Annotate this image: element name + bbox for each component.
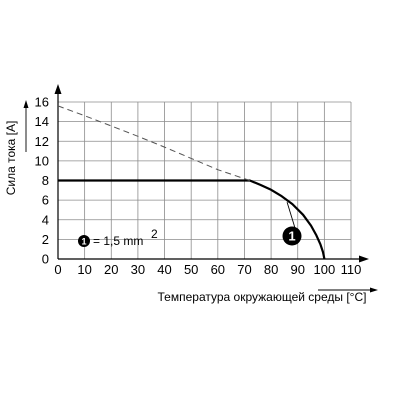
x-tick-label: 110 (341, 262, 362, 277)
x-tick-label: 0 (54, 262, 61, 277)
y-label-arrow-icon (23, 100, 29, 108)
x-tick-label: 10 (77, 262, 91, 277)
axes (23, 84, 378, 293)
y-tick-label: 16 (35, 95, 49, 110)
x-tick-label: 60 (211, 262, 225, 277)
x-axis-arrow-icon (359, 255, 369, 263)
x-tick-label: 70 (237, 262, 251, 277)
x-tick-label: 50 (184, 262, 198, 277)
y-tick-label: 4 (42, 212, 49, 227)
x-label-arrow-icon (370, 287, 378, 293)
x-axis-label: Температура окружающей среды [°C] (158, 290, 367, 304)
annotation: 1 (282, 201, 302, 246)
series-line-dashed (57, 105, 250, 181)
x-tick-label: 40 (157, 262, 171, 277)
y-tick-label: 10 (35, 153, 49, 168)
legend-marker-label: 1 (81, 237, 86, 247)
y-tick-label: 2 (42, 232, 49, 247)
x-tick-label: 30 (131, 262, 145, 277)
y-tick-label: 12 (35, 134, 49, 149)
x-tick-label: 90 (290, 262, 304, 277)
y-tick-label: 8 (42, 173, 49, 188)
y-axis-arrow-icon (54, 84, 62, 94)
y-axis-label: Сила тока [A] (4, 121, 18, 196)
legend: 1 = 1,5 mm 2 (78, 227, 158, 248)
legend-text: = 1,5 mm (93, 234, 143, 248)
y-tick-label: 0 (42, 252, 49, 267)
y-tick-label: 14 (35, 114, 49, 129)
x-tick-label: 20 (104, 262, 118, 277)
annotation-leader-line (286, 201, 296, 229)
x-tick-label: 100 (314, 262, 336, 277)
x-tick-label: 80 (264, 262, 278, 277)
y-tick-label: 6 (42, 193, 49, 208)
legend-superscript: 2 (151, 227, 158, 241)
series-group (57, 105, 326, 260)
annotation-marker-icon (282, 226, 302, 246)
series-line-solid (58, 179, 326, 260)
legend-marker-icon (78, 235, 90, 247)
annotation-marker-label: 1 (288, 229, 295, 244)
